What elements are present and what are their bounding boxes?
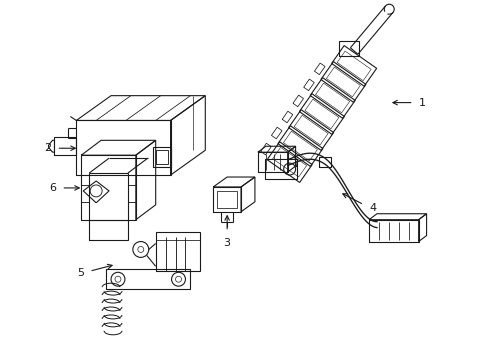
Text: 3: 3 [223, 238, 230, 248]
Text: 4: 4 [368, 203, 375, 213]
Text: 2: 2 [44, 143, 51, 153]
Text: 6: 6 [49, 183, 56, 193]
Text: 5: 5 [77, 268, 84, 278]
Text: 1: 1 [418, 98, 425, 108]
